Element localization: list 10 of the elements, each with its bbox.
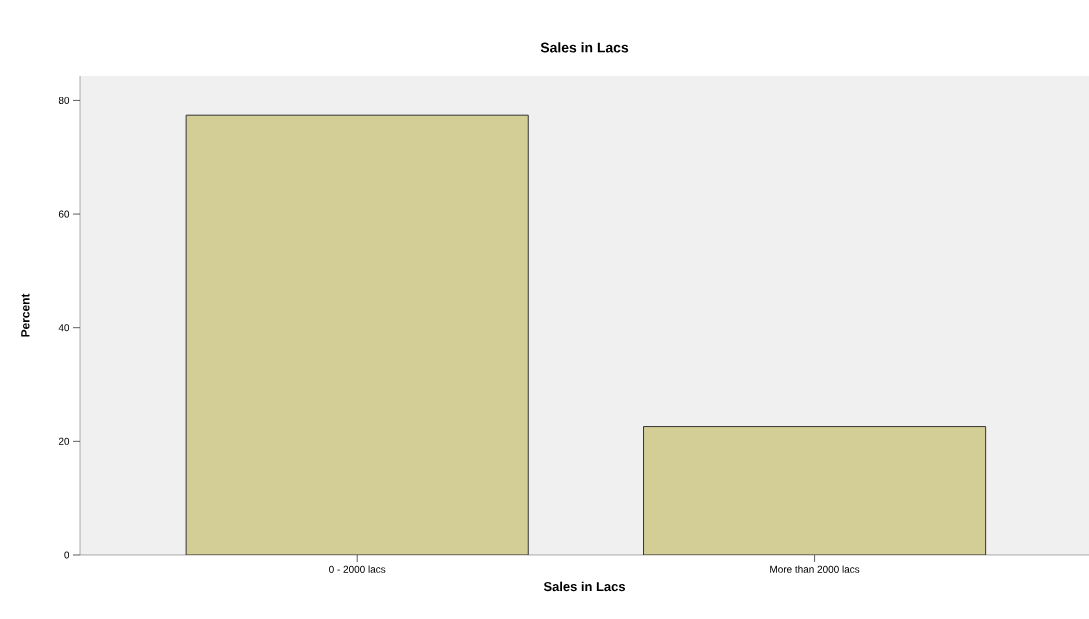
x-tick-label: 0 - 2000 lacs — [329, 565, 386, 573]
y-tick-label: 60 — [58, 210, 70, 218]
y-tick-label: 0 — [64, 551, 70, 559]
y-axis-title: Percent — [21, 293, 30, 337]
x-axis-title: Sales in Lacs — [543, 581, 626, 592]
chart-title: Sales in Lacs — [540, 42, 629, 53]
y-tick-label: 40 — [58, 324, 70, 332]
y-tick-label: 80 — [58, 96, 70, 104]
x-tick-label: More than 2000 lacs — [770, 565, 860, 573]
y-tick-label: 20 — [58, 437, 70, 445]
